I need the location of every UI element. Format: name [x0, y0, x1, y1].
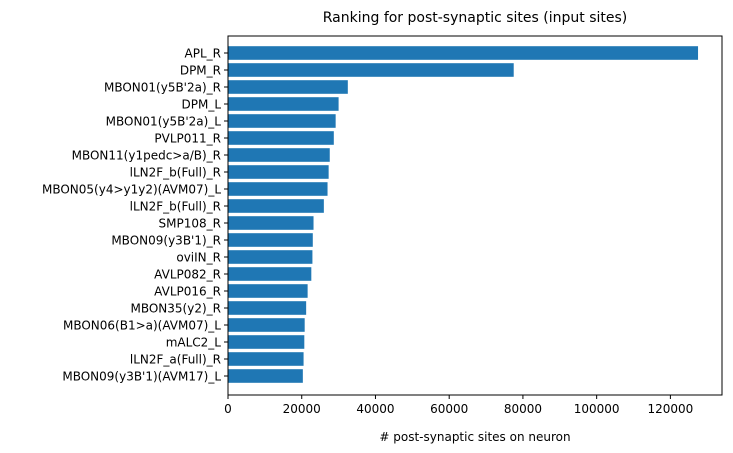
y-tick-label: MBON01(y5B'2a)_L: [106, 115, 222, 129]
y-tick-label: MBON06(B1>a)(AVM07)_L: [63, 319, 221, 333]
y-tick-label: MBON11(y1pedc>a/B)_R: [72, 149, 221, 163]
y-tick-label: lLN2F_a(Full)_R: [130, 353, 221, 367]
bar: [228, 250, 313, 264]
y-tick-label: lLN2F_b(Full)_R: [130, 166, 221, 180]
y-tick-label: APL_R: [185, 47, 221, 61]
bar: [228, 216, 314, 230]
y-tick-label: AVLP082_R: [154, 268, 221, 282]
y-tick-label: DPM_R: [180, 64, 221, 78]
y-tick-label: MBON35(y2)_R: [130, 302, 221, 316]
plot-frame: [227, 35, 723, 396]
bar: [228, 267, 312, 281]
bar: [228, 301, 307, 315]
y-tick-label: DPM_L: [181, 98, 221, 112]
bar: [228, 369, 303, 383]
bar: [228, 352, 304, 366]
x-tick-label: 40000: [356, 402, 394, 416]
bar: [228, 131, 334, 145]
y-tick-label: oviIN_R: [176, 251, 221, 265]
y-tick-label: PVLP011_R: [154, 132, 221, 146]
y-tick-label: MBON09(y3B'1)_R: [111, 234, 221, 248]
y-tick-label: MBON09(y3B'1)(AVM17)_L: [62, 370, 221, 384]
x-tick-label: 0: [224, 402, 232, 416]
bar: [228, 46, 699, 60]
y-tick-label: MBON01(y5B'2a)_R: [104, 81, 221, 95]
x-tick-label: 100000: [574, 402, 620, 416]
bars-group: [228, 46, 699, 383]
y-tick-label: mALC2_L: [166, 336, 222, 350]
bar: [228, 284, 308, 298]
y-tick-label: lLN2F_b(Full)_R: [130, 200, 221, 214]
chart-title: Ranking for post-synaptic sites (input s…: [323, 10, 628, 26]
bar: [228, 335, 305, 349]
bar: [228, 233, 313, 247]
x-axis-ticks: 0 20000 40000 60000 80000 100000 120000: [224, 395, 693, 416]
y-axis-ticks: APL_R DPM_R MBON01(y5B'2a)_R DPM_L MBON01(y5…: [42, 47, 228, 384]
y-tick-label: SMP108_R: [159, 217, 221, 231]
x-tick-label: 120000: [647, 402, 693, 416]
y-tick-label: AVLP016_R: [154, 285, 221, 299]
x-tick-label: 20000: [283, 402, 321, 416]
bar: [228, 318, 305, 332]
x-tick-label: 60000: [430, 402, 468, 416]
bar: [228, 114, 336, 128]
bar: [228, 63, 514, 77]
bar: [228, 199, 324, 213]
bar: [228, 148, 330, 162]
y-tick-label: MBON05(y4>y1y2)(AVM07)_L: [42, 183, 221, 197]
x-axis-label: # post-synaptic sites on neuron: [379, 430, 570, 444]
x-tick-label: 80000: [504, 402, 542, 416]
bar: [228, 182, 328, 196]
bar: [228, 80, 348, 94]
bar: [228, 97, 339, 111]
bar: [228, 165, 329, 179]
